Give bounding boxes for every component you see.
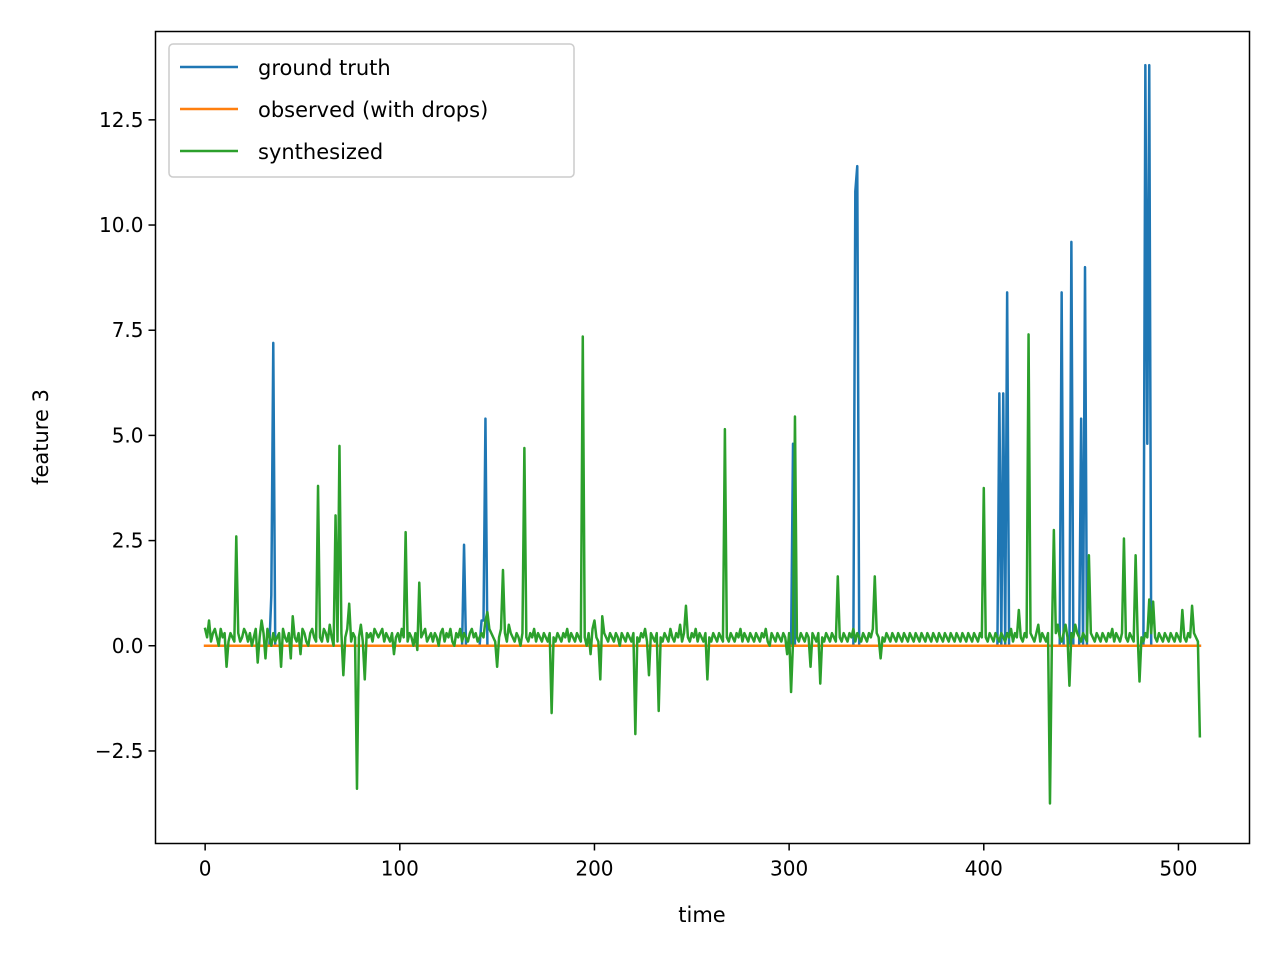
x-tick-label: 300 xyxy=(770,857,808,881)
legend-label: synthesized xyxy=(258,140,383,164)
y-axis-ticks: −2.5 0.0 2.5 5.0 7.5 10.0 12.5 xyxy=(95,108,156,763)
y-tick-label: 0.0 xyxy=(112,634,144,658)
x-tick-label: 500 xyxy=(1159,857,1197,881)
legend: ground truth observed (with drops) synthes… xyxy=(168,43,575,178)
legend-box xyxy=(168,43,575,178)
x-axis-ticks: 0 100 200 300 400 500 xyxy=(199,843,1198,881)
x-tick-label: 200 xyxy=(575,857,613,881)
series-line-3 xyxy=(203,333,1202,805)
y-tick-label: 7.5 xyxy=(112,318,144,342)
x-axis-title: time xyxy=(678,903,725,927)
plot-frame xyxy=(154,30,1251,845)
legend-label: observed (with drops) xyxy=(258,98,488,122)
legend-label: ground truth xyxy=(258,56,391,80)
series-layer xyxy=(203,63,1202,805)
y-axis-title: feature 3 xyxy=(29,389,53,485)
x-tick-label: 100 xyxy=(381,857,419,881)
y-tick-label: −2.5 xyxy=(95,739,144,763)
x-tick-label: 0 xyxy=(199,857,212,881)
y-tick-label: 10.0 xyxy=(99,213,144,237)
y-tick-label: 12.5 xyxy=(99,108,144,132)
y-tick-label: 2.5 xyxy=(112,529,144,553)
x-tick-label: 400 xyxy=(965,857,1003,881)
y-tick-label: 5.0 xyxy=(112,423,144,447)
